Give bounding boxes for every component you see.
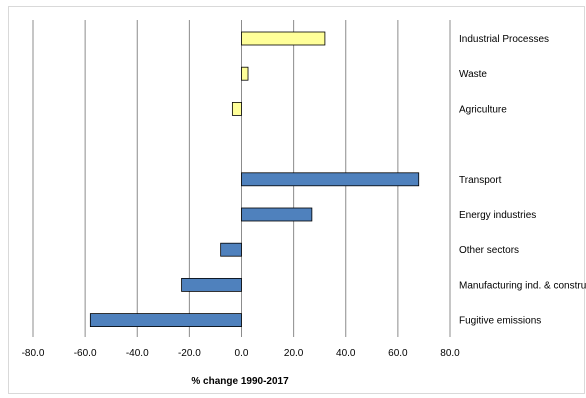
category-label: Transport	[459, 175, 502, 186]
x-axis-title: % change 1990-2017	[191, 376, 289, 387]
category-label: Industrial Processes	[459, 34, 549, 45]
category-label: Energy industries	[459, 210, 536, 221]
category-label: Manufacturing ind. & construction	[459, 280, 586, 291]
bar-industrial-processes	[241, 31, 326, 46]
category-labels: Industrial Processes Waste Agriculture Tran…	[459, 34, 586, 327]
x-tick-label: 20.0	[284, 348, 304, 359]
category-label: Waste	[459, 69, 487, 80]
x-tick-label: -80.0	[22, 348, 45, 359]
bar-fugitive-emissions	[89, 313, 242, 328]
x-tick-label: 80.0	[440, 348, 460, 359]
bar-transport	[241, 172, 420, 187]
bar-manufacturing-ind-construction	[181, 277, 242, 292]
x-tick-label: -40.0	[126, 348, 149, 359]
x-tick-label: 0.0	[235, 348, 249, 359]
bars	[89, 31, 420, 328]
x-tick-label: -60.0	[74, 348, 97, 359]
bar-waste	[241, 66, 249, 81]
x-tick-labels: -80.0 -60.0 -40.0 -20.0 0.0 20.0 40.0 60.0 80.0	[22, 348, 461, 359]
category-label: Agriculture	[459, 104, 507, 115]
category-label: Other sectors	[459, 245, 519, 256]
bar-other-sectors	[220, 242, 242, 257]
x-tick-label: 40.0	[336, 348, 356, 359]
x-tick-label: 60.0	[388, 348, 408, 359]
chart-area	[8, 6, 585, 394]
bar-energy-industries	[241, 207, 313, 222]
category-label: Fugitive emissions	[459, 316, 541, 327]
bar-agriculture	[231, 102, 242, 116]
x-tick-label: -20.0	[178, 348, 201, 359]
